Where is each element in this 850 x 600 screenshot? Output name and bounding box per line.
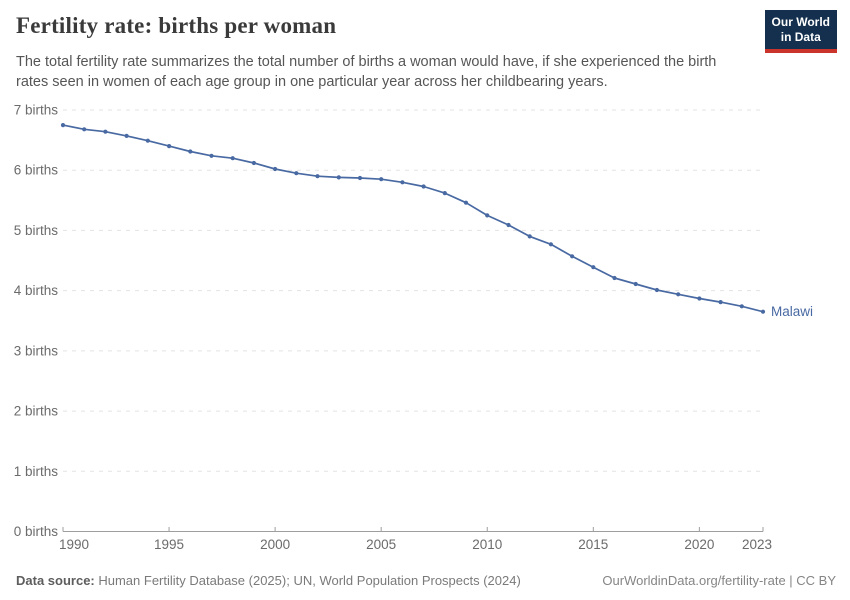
x-tick-label: 2023 [742,537,772,552]
owid-logo-line1: Our World [771,15,830,29]
data-point[interactable] [315,174,320,179]
data-point[interactable] [103,129,108,134]
data-point[interactable] [654,287,660,293]
chart-subtitle: The total fertility rate summarizes the … [16,54,717,90]
data-point[interactable] [379,177,384,182]
data-point[interactable] [548,242,554,247]
data-point[interactable] [676,292,681,297]
y-tick-label: 4 births [14,283,59,298]
data-point[interactable] [442,191,447,196]
data-point[interactable] [612,275,617,281]
data-point[interactable] [294,171,299,176]
x-tick-label: 1995 [154,537,184,552]
y-tick-label: 7 births [14,103,59,118]
data-point[interactable] [251,160,256,166]
entity-label-malawi: Malawi [771,304,813,319]
y-tick-label: 5 births [14,223,59,238]
data-point[interactable] [739,304,744,309]
data-point[interactable] [400,180,405,185]
y-tick-label: 1 births [14,464,59,479]
x-tick-label: 2015 [578,537,608,552]
data-point[interactable] [718,300,723,305]
chart-footer: Data source: Human Fertility Database (2… [16,573,836,588]
data-source-label: Data source: [16,573,95,588]
x-tick-label: 2000 [260,537,290,552]
data-point[interactable] [485,213,490,218]
data-point[interactable] [570,254,575,259]
data-point[interactable] [230,156,235,161]
y-tick-label: 2 births [14,404,59,419]
data-point[interactable] [124,133,129,138]
y-tick-label: 0 births [14,524,59,539]
data-point[interactable] [421,184,426,189]
data-point[interactable] [167,144,172,149]
data-point[interactable] [697,296,702,301]
owid-url-license[interactable]: OurWorldinData.org/fertility-rate | CC B… [602,573,836,588]
owid-logo[interactable]: Our World in Data [764,10,837,53]
data-source-text: Human Fertility Database (2025); UN, Wor… [94,573,521,588]
x-tick-label: 1990 [59,537,89,552]
owid-logo-line2: in Data [780,30,821,44]
series-line-malawi[interactable] [62,124,764,313]
data-point[interactable] [209,153,214,158]
data-point[interactable] [527,234,532,239]
data-source-note: Data source: Human Fertility Database (2… [16,573,521,588]
data-point[interactable] [82,127,87,132]
data-point[interactable] [273,166,278,172]
data-point[interactable] [145,138,150,143]
y-tick-label: 6 births [14,163,59,178]
x-tick-label: 2020 [684,537,714,552]
data-point[interactable] [336,175,341,180]
y-tick-label: 3 births [14,343,59,358]
x-tick-label: 2005 [366,537,396,552]
data-point[interactable] [633,281,638,287]
data-point[interactable] [60,123,66,128]
page-title: Fertility rate: births per woman [16,13,337,38]
data-point[interactable] [591,265,596,270]
data-point[interactable] [760,309,766,314]
data-point[interactable] [463,200,469,205]
data-point[interactable] [506,222,511,228]
x-tick-label: 2010 [472,537,502,552]
data-point[interactable] [188,149,193,154]
data-point[interactable] [357,175,363,181]
